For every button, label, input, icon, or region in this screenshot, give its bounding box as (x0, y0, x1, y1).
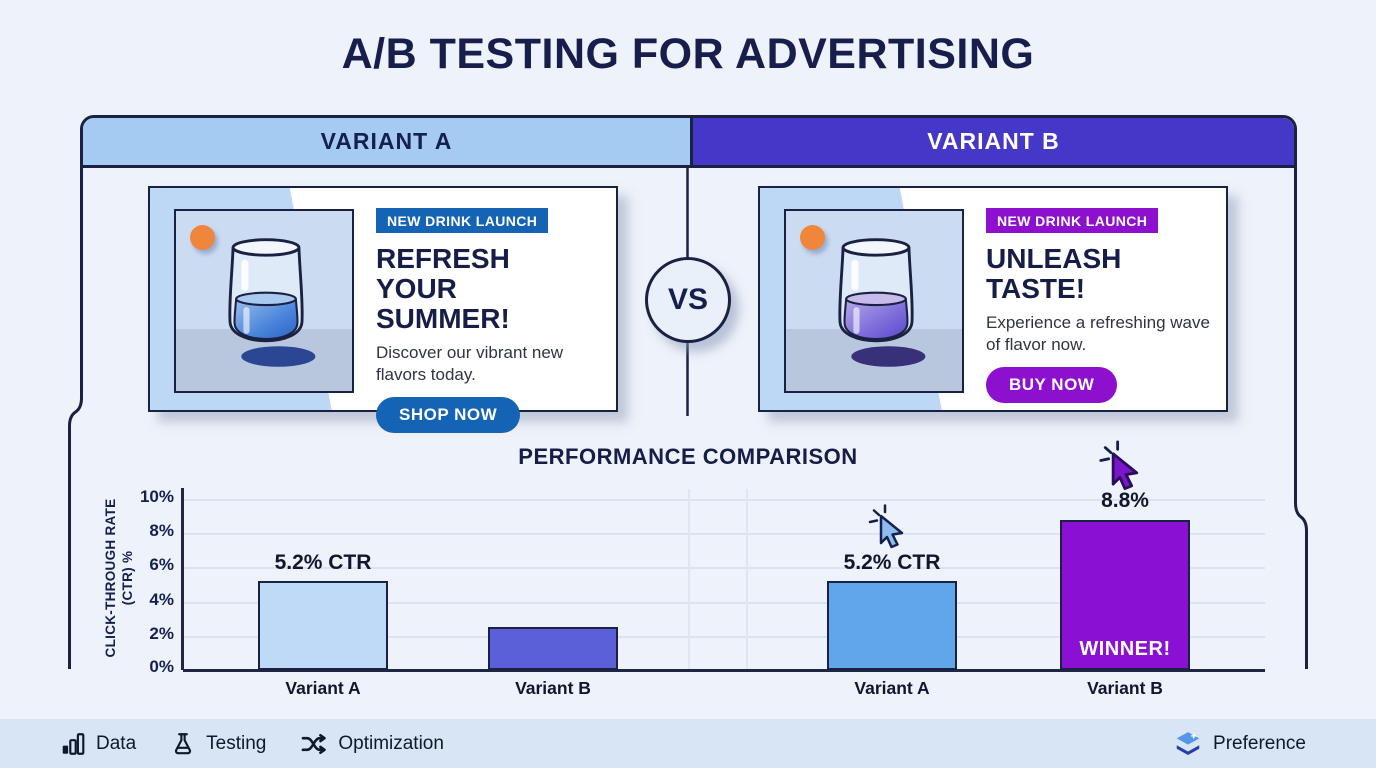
variant-b-ad-card: NEW DRINK LAUNCH UNLEASH TASTE! Experien… (758, 186, 1228, 412)
flask-icon (175, 732, 192, 754)
variant-b-header: VARIANT B (690, 118, 1294, 165)
gridline (183, 499, 1265, 501)
bar-value-label: 8.8% (1101, 489, 1149, 512)
bar-variant-a-test2 (827, 581, 957, 670)
vs-badge: VS (645, 257, 731, 343)
bar-chart-icon (62, 732, 85, 755)
gridline (183, 602, 1265, 604)
variant-a-ad-copy: NEW DRINK LAUNCH REFRESH YOUR SUMMER! Di… (376, 208, 608, 434)
x-tick-label: Variant A (285, 678, 361, 698)
bar-variant-b-test1 (488, 627, 618, 670)
footer-item-label: Optimization (338, 732, 444, 754)
y-axis-title: CLICK-THROUGH RATE (CTR) % (103, 498, 135, 658)
click-cursor-icon-purple (1099, 440, 1139, 491)
y-tick: 6% (149, 555, 174, 574)
bar-variant-a-test1 (258, 581, 388, 670)
variant-b-badge: NEW DRINK LAUNCH (986, 208, 1159, 233)
footer-item-data[interactable]: Data (60, 731, 136, 757)
layers-icon (1176, 731, 1200, 755)
gridline-vertical (688, 489, 690, 670)
x-axis-line (183, 668, 1265, 672)
gridline (183, 636, 1265, 638)
variant-b-description: Experience a refreshing wave of flavor n… (986, 312, 1210, 354)
chart-title: PERFORMANCE COMPARISON (518, 444, 858, 469)
variant-headers: VARIANT A VARIANT B (80, 115, 1297, 168)
shop-now-button[interactable]: SHOP NOW (376, 397, 521, 434)
buy-now-button[interactable]: BUY NOW (986, 367, 1118, 404)
footer-item-label: Preference (1213, 732, 1306, 754)
variant-a-header-label: VARIANT A (320, 128, 453, 154)
page-title: A/B TESTING FOR ADVERTISING (341, 30, 1035, 78)
bar-variant-b-test2: WINNER! (1060, 520, 1190, 670)
x-tick-label: Variant B (1087, 678, 1163, 698)
variant-b-ad-image (784, 209, 964, 393)
y-tick: 10% (139, 487, 174, 506)
variant-a-ad-card: NEW DRINK LAUNCH REFRESH YOUR SUMMER! Di… (148, 186, 618, 434)
variant-a-headline: REFRESH YOUR SUMMER! (376, 243, 510, 334)
winner-label: WINNER! (1079, 638, 1171, 660)
variant-a-header: VARIANT A (83, 118, 690, 165)
y-tick: 0% (149, 657, 174, 676)
variant-b-headline: UNLEASH TASTE! (986, 243, 1122, 304)
footer-item-testing[interactable]: Testing (170, 731, 266, 757)
gridline-vertical (746, 489, 748, 670)
click-cursor-icon-blue (868, 504, 904, 549)
variant-b-header-label: VARIANT B (927, 128, 1060, 154)
drink-glass-illustration-purple (838, 238, 926, 367)
variant-a-description: Discover our vibrant new flavors today. (376, 342, 564, 384)
gridline (183, 567, 1265, 569)
variant-a-badge: NEW DRINK LAUNCH (376, 208, 549, 233)
drink-glass-illustration-blue (228, 238, 316, 367)
y-axis-line (181, 488, 184, 670)
sun-icon (190, 225, 215, 250)
y-tick: 8% (149, 521, 174, 540)
variant-b-ad-copy: NEW DRINK LAUNCH UNLEASH TASTE! Experien… (986, 208, 1218, 404)
footer-item-preference[interactable]: Preference (1173, 729, 1306, 759)
y-tick: 2% (149, 624, 174, 643)
footer-item-label: Data (96, 732, 137, 754)
x-tick-label: Variant A (854, 678, 930, 698)
footer-bar: Data Testing Optimization (0, 719, 1376, 768)
y-tick: 4% (149, 590, 174, 609)
footer-item-label: Testing (206, 732, 267, 754)
gridline (183, 533, 1265, 535)
footer-item-optimization[interactable]: Optimization (300, 730, 444, 758)
bar-value-label: 5.2% CTR (274, 551, 372, 574)
shuffle-icon (301, 733, 327, 754)
vs-label: VS (667, 283, 709, 316)
bar-value-label: 5.2% CTR (843, 551, 941, 574)
sun-icon (800, 225, 825, 250)
x-tick-label: Variant B (515, 678, 591, 698)
variant-a-ad-image (174, 209, 354, 393)
